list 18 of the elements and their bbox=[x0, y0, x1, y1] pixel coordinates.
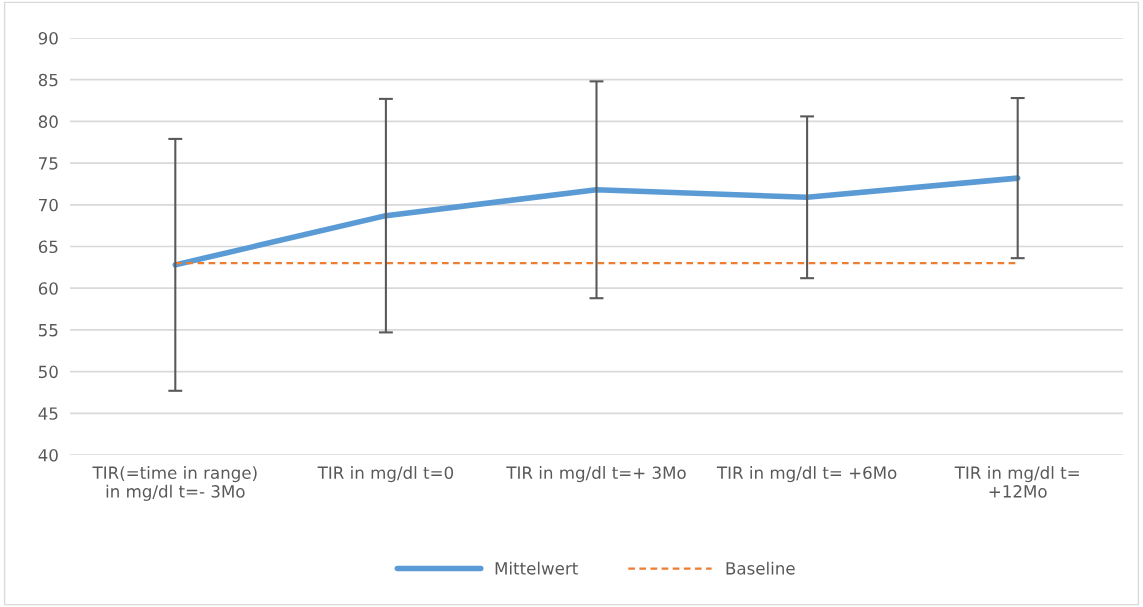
x-tick-label: TIR in mg/dl t=+ 3Mo bbox=[506, 466, 686, 483]
y-tick-label: 75 bbox=[39, 157, 58, 170]
y-tick-label: 40 bbox=[38, 448, 58, 462]
x-tick-label: TIR(=time in range) in mg/dl t=- 3Mo bbox=[92, 466, 257, 501]
y-tick-label: 65 bbox=[38, 240, 58, 254]
y-tick-label: 90 bbox=[38, 31, 58, 45]
legend-label: Mittelwert bbox=[495, 561, 578, 575]
x-tick-label: TIR in mg/dl t=0 bbox=[317, 466, 454, 483]
y-tick-label: 55 bbox=[38, 324, 58, 337]
y-tick-label: 70 bbox=[39, 198, 58, 212]
x-tick-label: TIR in mg/dl t= +6Mo bbox=[716, 466, 897, 483]
legend-label: Baseline bbox=[726, 561, 795, 575]
y-tick-label: 50 bbox=[38, 365, 58, 379]
y-tick-label: 85 bbox=[38, 73, 58, 87]
x-tick-label: TIR in mg/dl t= +12Mo bbox=[954, 466, 1079, 498]
y-tick-label: 60 bbox=[38, 282, 58, 295]
y-tick-label: 45 bbox=[38, 407, 58, 420]
y-tick-label: 80 bbox=[38, 115, 58, 128]
